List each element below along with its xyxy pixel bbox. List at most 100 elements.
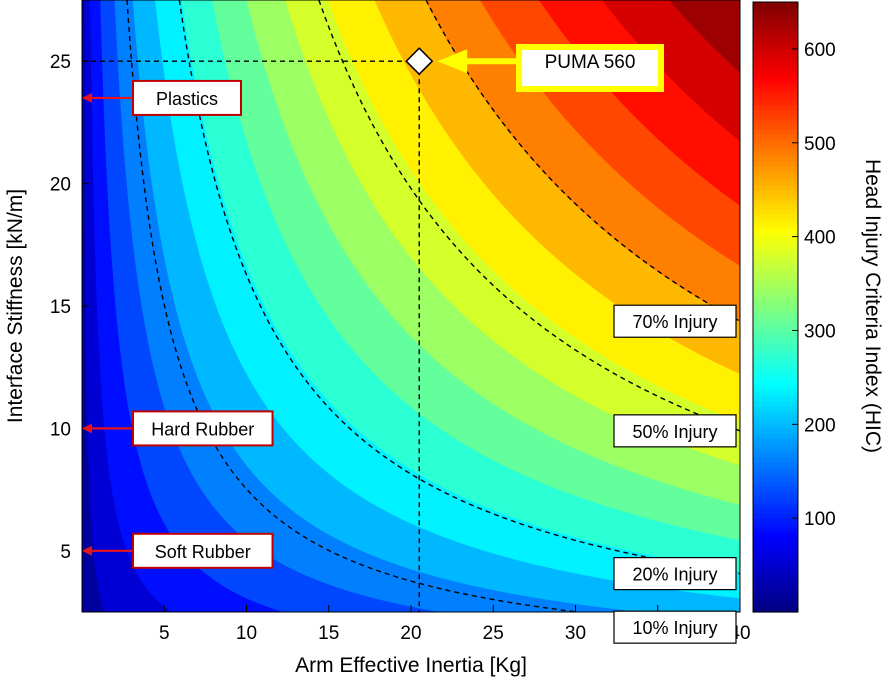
colorbar-segment-41 xyxy=(753,414,798,421)
colorbar-segment-31 xyxy=(753,461,798,468)
puma-callout: PUMA 560 xyxy=(405,44,664,92)
colorbar-segment-116 xyxy=(753,63,798,69)
colorbar-segment-22 xyxy=(753,504,798,510)
heat-band-17 xyxy=(668,0,740,73)
material-annotations: Plastics Hard Rubber Soft Rubber xyxy=(82,79,274,569)
contour-line-0 xyxy=(126,0,583,612)
colorbar-segment-68 xyxy=(753,288,798,294)
y-axis: 5 10 15 20 25 xyxy=(50,52,89,563)
colorbar-segment-82 xyxy=(753,222,798,228)
colorbar-segment-60 xyxy=(753,325,798,332)
colorbar-segment-35 xyxy=(753,443,798,449)
colorbar-segment-87 xyxy=(753,199,798,205)
colorbar-segment-28 xyxy=(753,475,798,482)
colorbar-segment-37 xyxy=(753,433,798,439)
material-label-box-1 xyxy=(132,410,274,447)
colorbar-segment-107 xyxy=(753,105,798,111)
colorbar-segment-13 xyxy=(753,546,798,552)
colorbar-tick-label-0: 100 xyxy=(804,509,836,530)
colorbar-segment-12 xyxy=(753,551,798,557)
colorbar-segment-66 xyxy=(753,297,798,303)
colorbar-segment-18 xyxy=(753,522,798,529)
iso-injury-contours xyxy=(126,0,740,612)
colorbar-segment-56 xyxy=(753,344,798,350)
colorbar-segment-81 xyxy=(753,227,798,233)
colorbar-segment-86 xyxy=(753,203,798,210)
colorbar-segment-26 xyxy=(753,485,798,491)
colorbar-segment-95 xyxy=(753,161,798,167)
colorbar-segment-58 xyxy=(753,335,798,341)
colorbar-segment-71 xyxy=(753,274,798,280)
colorbar-segment-49 xyxy=(753,377,798,383)
colorbar-segment-53 xyxy=(753,358,798,364)
y-tick-label-3: 20 xyxy=(50,175,71,196)
colorbar-segment-72 xyxy=(753,269,798,275)
y-axis-label: Interface Stiffness [kN/m] xyxy=(4,189,27,423)
colorbar-segment-91 xyxy=(753,180,798,186)
colorbar-segment-124 xyxy=(753,25,798,31)
x-axis: 510152025303540 xyxy=(159,605,751,644)
colorbar-segment-11 xyxy=(753,555,798,561)
colorbar-segment-65 xyxy=(753,302,798,308)
colorbar-segment-25 xyxy=(753,490,798,496)
x-tick-label-5: 30 xyxy=(565,623,586,644)
material-label-2: Soft Rubber xyxy=(155,542,251,562)
colorbar-segment-114 xyxy=(753,72,798,78)
colorbar-segment-93 xyxy=(753,170,798,177)
colorbar-segment-75 xyxy=(753,255,798,261)
colorbar-segment-6 xyxy=(753,579,798,585)
colorbar-segment-113 xyxy=(753,77,798,83)
colorbar-segment-20 xyxy=(753,513,798,519)
colorbar-segment-70 xyxy=(753,278,798,285)
y-tick-label-4: 25 xyxy=(50,52,71,73)
colorbar-segment-16 xyxy=(753,532,798,538)
colorbar-segment-97 xyxy=(753,152,798,158)
colorbar-tick-label-4: 500 xyxy=(804,134,836,155)
contour-line-2 xyxy=(318,0,740,432)
colorbar-segment-117 xyxy=(753,58,798,64)
colorbar-segment-50 xyxy=(753,372,798,378)
colorbar-segment-102 xyxy=(753,128,798,134)
colorbar-segment-90 xyxy=(753,185,798,191)
colorbar-segment-29 xyxy=(753,471,798,477)
contour-label-0: 10% Injury xyxy=(632,618,717,638)
puma-label-box xyxy=(516,44,664,92)
colorbar-segment-61 xyxy=(753,321,798,327)
colorbar-segment-120 xyxy=(753,44,798,50)
colorbar-segment-89 xyxy=(753,189,798,195)
colorbar-segment-119 xyxy=(753,48,798,55)
colorbar-segment-129 xyxy=(753,2,798,8)
colorbar-segment-4 xyxy=(753,588,798,594)
colorbar-segment-30 xyxy=(753,466,798,472)
colorbar-segment-7 xyxy=(753,574,798,580)
colorbar-segment-0 xyxy=(753,607,798,613)
colorbar-segment-10 xyxy=(753,560,798,566)
puma-point-marker xyxy=(405,47,434,76)
colorbar-segment-33 xyxy=(753,452,798,458)
x-tick-label-3: 20 xyxy=(400,623,421,644)
colorbar-segment-123 xyxy=(753,30,798,36)
contour-label-box-1 xyxy=(613,557,737,591)
x-axis-label: Arm Effective Inertia [Kg] xyxy=(295,654,527,677)
colorbar-segment-48 xyxy=(753,382,798,388)
colorbar-label: Head Injury Criteria Index (HIC) xyxy=(861,159,884,453)
colorbar-segment-8 xyxy=(753,569,798,576)
colorbar-segment-52 xyxy=(753,363,798,369)
x-tick-label-2: 15 xyxy=(318,623,339,644)
colorbar-segment-45 xyxy=(753,396,798,402)
colorbar-segment-36 xyxy=(753,438,798,444)
x-tick-label-1: 10 xyxy=(236,623,257,644)
colorbar-segment-24 xyxy=(753,494,798,500)
colorbar-segment-85 xyxy=(753,208,798,214)
colorbar-segment-122 xyxy=(753,34,798,41)
colorbar-segment-99 xyxy=(753,142,798,149)
colorbar-segment-57 xyxy=(753,339,798,346)
colorbar-segment-83 xyxy=(753,217,798,224)
colorbar-segment-67 xyxy=(753,292,798,299)
colorbar-segment-79 xyxy=(753,236,798,242)
colorbar-segment-54 xyxy=(753,353,798,360)
colorbar-segment-106 xyxy=(753,109,798,116)
colorbar-segment-9 xyxy=(753,565,798,571)
colorbar-segment-74 xyxy=(753,260,798,266)
